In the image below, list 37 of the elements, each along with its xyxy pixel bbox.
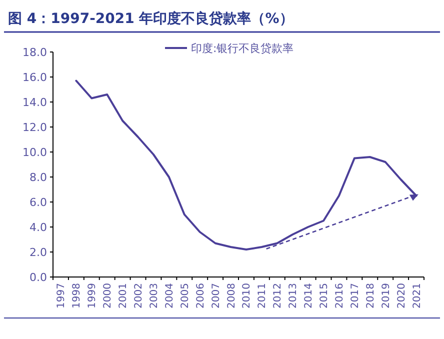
y-tick-label: 0.0 <box>30 270 47 284</box>
x-tick-label: 2002 <box>134 283 145 308</box>
y-tick-label: 2.0 <box>30 246 47 259</box>
x-tick-label: 2020 <box>396 283 408 308</box>
x-tick-label: 2018 <box>365 283 376 308</box>
x-tick-label: 2021 <box>412 283 423 308</box>
x-tick-label: 2015 <box>319 283 330 308</box>
y-tick-label: 4.0 <box>30 220 47 234</box>
x-tick-label: 2012 <box>272 283 284 308</box>
y-tick-label: 18.0 <box>22 46 47 59</box>
x-tick-label: 1997 <box>56 283 68 308</box>
x-tick-label: 2003 <box>148 283 160 308</box>
y-tick-label: 14.0 <box>22 96 47 109</box>
x-tick-label: 2011 <box>257 283 268 308</box>
y-tick-label: 16.0 <box>22 70 47 84</box>
y-tick-label: 12.0 <box>22 120 47 134</box>
x-tick-label: 2004 <box>164 283 176 308</box>
x-tick-label: 2006 <box>195 283 206 308</box>
legend-label: 印度:银行不良贷款率 <box>191 42 294 55</box>
x-tick-label: 1999 <box>87 283 98 308</box>
x-tick-label: 2000 <box>102 283 114 308</box>
x-tick-label: 2005 <box>180 283 191 308</box>
x-tick-label: 2010 <box>242 283 253 308</box>
x-tick-label: 2019 <box>380 283 392 308</box>
x-tick-label: 2016 <box>334 283 346 308</box>
y-tick-label: 8.0 <box>30 170 47 184</box>
x-tick-label: 1998 <box>72 283 83 308</box>
x-tick-label: 2001 <box>118 283 130 308</box>
y-tick-label: 6.0 <box>30 196 47 209</box>
x-tick-label: 2014 <box>304 283 315 308</box>
line-series <box>75 80 418 250</box>
y-tick-label: 10.0 <box>22 146 47 159</box>
x-tick-label: 2013 <box>288 283 300 308</box>
x-tick-label: 2017 <box>350 283 361 308</box>
chart-title: 图 4：1997-2021 年印度不良贷款率（%） <box>8 10 294 27</box>
x-tick-label: 2007 <box>210 283 222 308</box>
x-tick-label: 2008 <box>226 283 238 308</box>
